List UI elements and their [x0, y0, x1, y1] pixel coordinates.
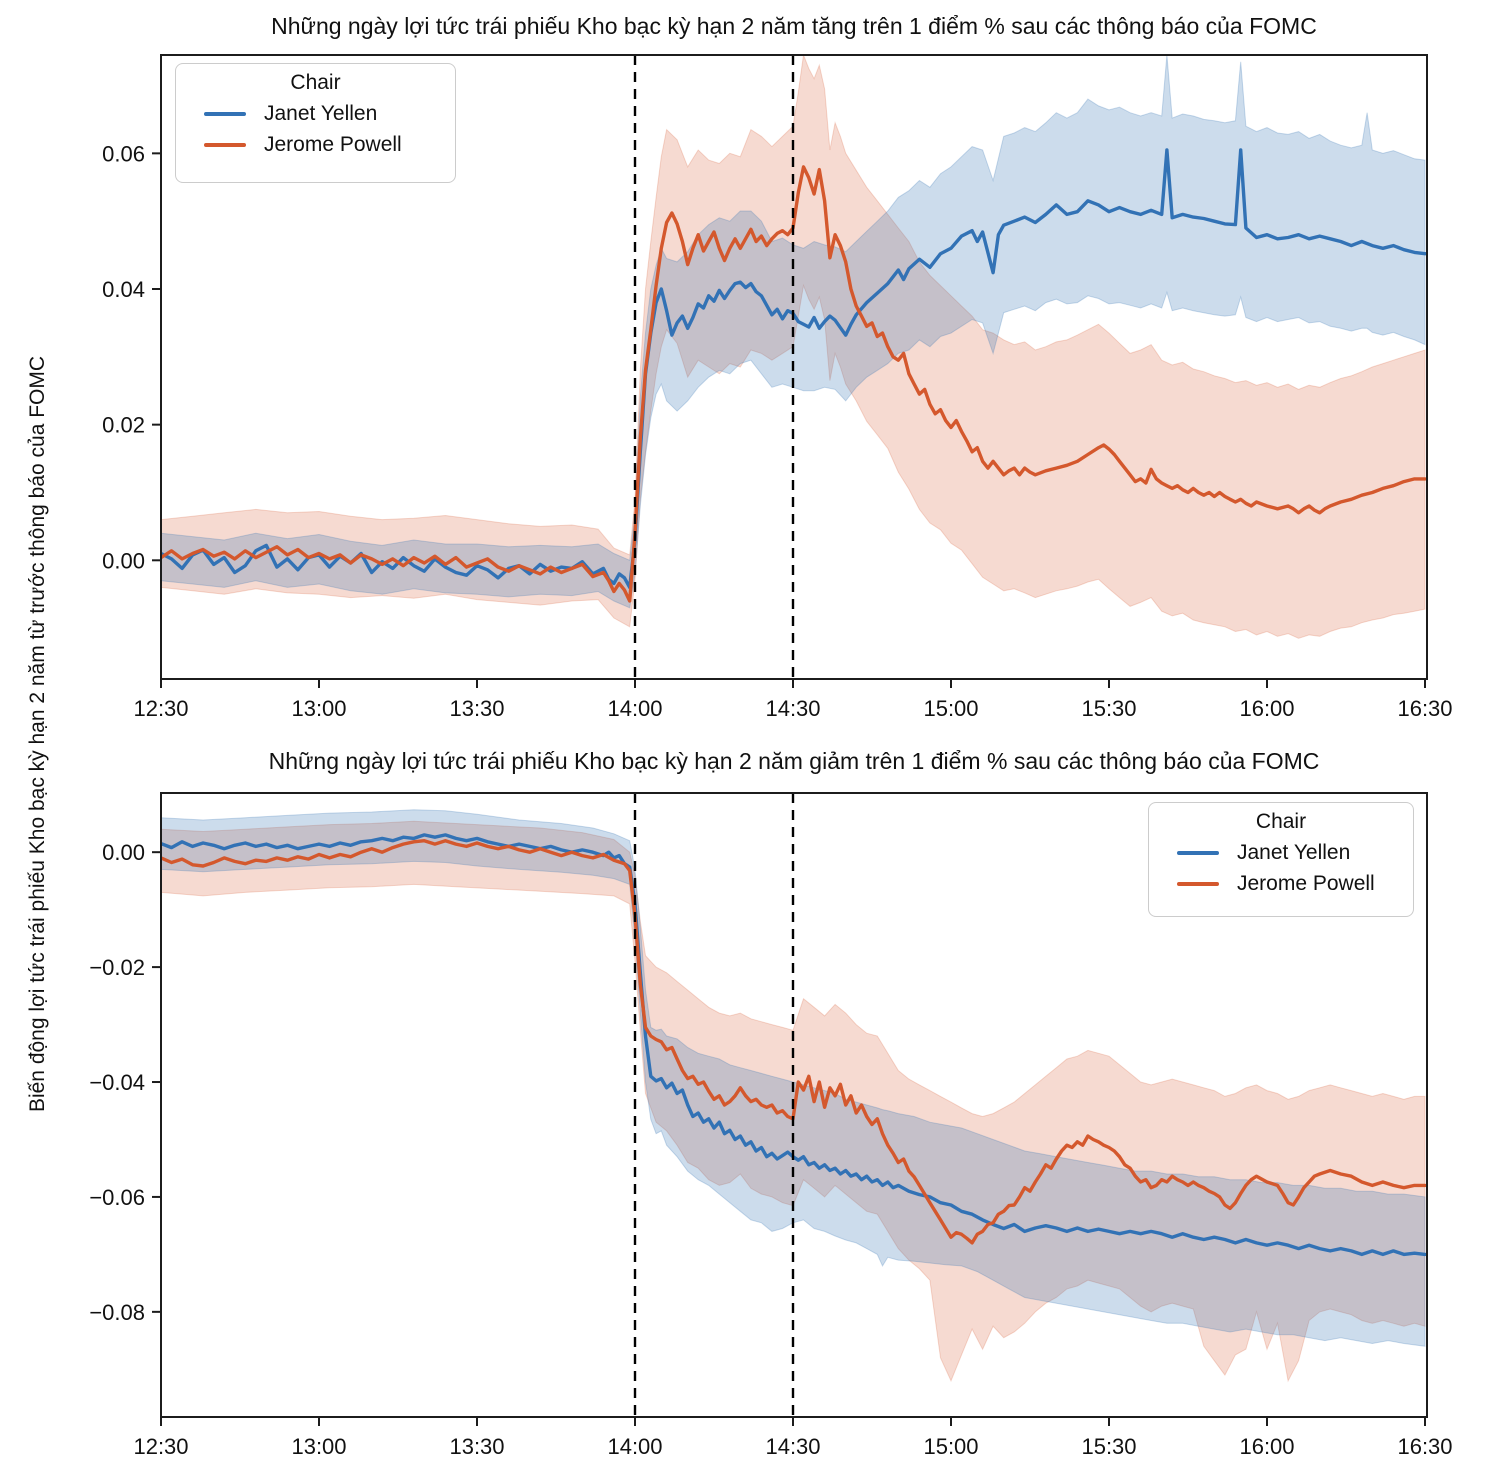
x-tick-label: 16:30 [1397, 696, 1452, 721]
yellen-line-swatch-icon [204, 112, 246, 116]
x-tick-label: 15:00 [923, 1434, 978, 1459]
chart-1: 12:30 13:00 13:30 14:00 14:30 15:00 15:30 16:00… [102, 54, 1453, 721]
legend-entry-yellen: Janet Yellen [192, 102, 439, 126]
legend-title: Chair [1255, 810, 1307, 833]
y-tick-label: −0.04 [89, 1070, 145, 1095]
y-tick-label: 0.02 [102, 413, 145, 438]
yellen-line-swatch-icon [1177, 851, 1219, 855]
y-tick-label: −0.02 [89, 955, 145, 980]
x-tick-label: 13:00 [291, 696, 346, 721]
x-tick-label: 16:30 [1397, 1434, 1452, 1459]
x-tick-label: 15:30 [1081, 1434, 1136, 1459]
x-tick-label: 15:00 [923, 696, 978, 721]
x-tick-label: 14:30 [765, 696, 820, 721]
x-tick-label: 16:00 [1239, 696, 1294, 721]
y-tick-label: 0.04 [102, 277, 145, 302]
x-tick-label: 12:30 [133, 696, 188, 721]
y-tick-label: 0.00 [102, 840, 145, 865]
powell-line [161, 839, 1427, 1245]
x-tick-label: 13:30 [449, 1434, 504, 1459]
powell-line-swatch-icon [1177, 882, 1219, 886]
legend-title: Chair [290, 71, 341, 94]
legend-chart1: Chair Janet Yellen Jerome Powell [175, 63, 456, 183]
legend-chart2: Chair Janet Yellen Jerome Powell [1148, 802, 1414, 917]
y-tick-label: 0.00 [102, 548, 145, 573]
legend-entry-powell: Jerome Powell [1165, 872, 1397, 896]
chart1-title: Những ngày lợi tức trái phiếu Kho bạc kỳ… [271, 13, 1317, 39]
yellen-confidence-band [161, 809, 1426, 1347]
powell-line-swatch-icon [204, 143, 246, 147]
y-tick-label: −0.08 [89, 1300, 145, 1325]
y-axis-label: Biến động lợi tức trái phiếu Kho bạc kỳ … [26, 355, 49, 1113]
legend-label: Janet Yellen [264, 102, 378, 125]
legend-label: Jerome Powell [1237, 872, 1375, 895]
x-tick-label: 13:00 [291, 1434, 346, 1459]
chart-2: 12:30 13:00 13:30 14:00 14:30 15:00 15:30 16:00… [89, 792, 1453, 1459]
legend-label: Jerome Powell [264, 133, 402, 156]
x-tick-label: 14:00 [607, 1434, 662, 1459]
yellen-line [161, 148, 1427, 590]
x-tick-label: 13:30 [449, 696, 504, 721]
powell-line [161, 165, 1427, 603]
x-tick-label: 12:30 [133, 1434, 188, 1459]
x-tick-label: 14:30 [765, 1434, 820, 1459]
legend-entry-yellen: Janet Yellen [1165, 841, 1397, 865]
y-tick-label: −0.06 [89, 1185, 145, 1210]
legend-entry-powell: Jerome Powell [192, 133, 439, 157]
yellen-line [161, 833, 1427, 1257]
x-tick-label: 15:30 [1081, 696, 1136, 721]
chart2-title: Những ngày lợi tức trái phiếu Kho bạc kỳ… [268, 748, 1320, 774]
y-tick-label: 0.06 [102, 141, 145, 166]
legend-label: Janet Yellen [1237, 841, 1351, 864]
x-tick-label: 14:00 [607, 696, 662, 721]
x-tick-label: 16:00 [1239, 1434, 1294, 1459]
